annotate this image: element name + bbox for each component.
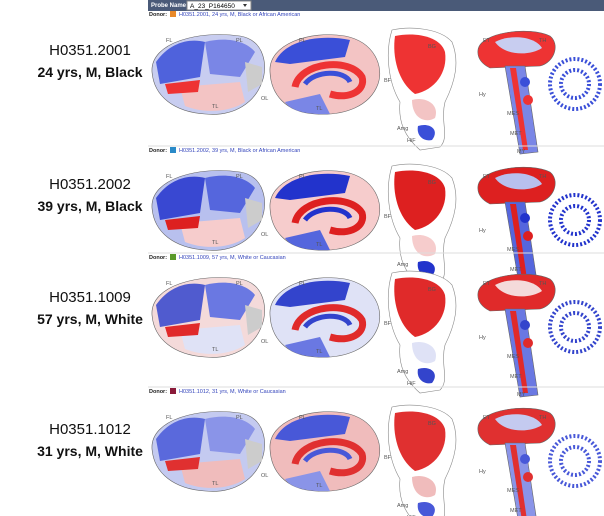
region-label: PL	[299, 38, 306, 44]
region-label: PL	[236, 281, 243, 287]
region-dot	[523, 231, 533, 241]
region-label: Hy	[479, 92, 486, 98]
donor-id: H0351.2002	[20, 176, 160, 193]
region-label: MET	[510, 374, 522, 380]
donor-header-label: Donor:	[149, 389, 167, 395]
region-label: MY	[517, 392, 526, 398]
donor-header-text: H0351.2001, 24 yrs, M, Black or African …	[179, 12, 300, 18]
region-label: Hy	[479, 228, 486, 234]
region-dot	[520, 213, 530, 223]
region-label: TL	[212, 347, 218, 353]
region-label: TL	[212, 240, 218, 246]
region-label: TH	[539, 281, 546, 287]
donor-swatch	[170, 388, 176, 394]
donor-id: H0351.1009	[20, 289, 160, 306]
region-label: ET	[483, 281, 491, 287]
region-label: TL	[316, 242, 322, 248]
donor-desc: 24 yrs, M, Black	[14, 64, 166, 80]
region-label: MES	[507, 111, 519, 117]
region-label: PL	[299, 281, 306, 287]
region-label: ET	[483, 38, 491, 44]
region-label: TL	[316, 106, 322, 112]
probe-value: A_23_P164650	[190, 3, 235, 10]
region-label: Amg	[397, 369, 408, 375]
region-label: OL	[261, 232, 268, 238]
donor-header-label: Donor:	[149, 12, 167, 18]
region-dot	[523, 338, 533, 348]
cerebellum	[550, 195, 600, 245]
region-label: MET	[510, 508, 522, 514]
region-label: BG	[428, 180, 436, 186]
region-label: FL	[166, 281, 172, 287]
cerebellum	[550, 302, 600, 352]
region-label: OL	[261, 339, 268, 345]
donor-swatch	[170, 11, 176, 17]
donor-desc: 31 yrs, M, White	[14, 443, 166, 459]
region-label: FL	[166, 38, 172, 44]
donor-header-label: Donor:	[149, 255, 167, 261]
region-dot	[523, 472, 533, 482]
region-label: BF	[384, 214, 392, 220]
region-label: HiF	[407, 138, 416, 144]
region-label: TL	[316, 483, 322, 489]
region-label: MET	[510, 267, 522, 273]
region-label: TH	[539, 174, 546, 180]
region-label: MY	[517, 149, 526, 155]
region-label: MET	[510, 131, 522, 137]
region-dot	[520, 454, 530, 464]
region-label: OL	[261, 473, 268, 479]
region-label: BF	[384, 455, 392, 461]
region-label: BF	[384, 321, 392, 327]
region-label: MES	[507, 354, 519, 360]
region-label: TH	[539, 38, 546, 44]
region-label: Hy	[479, 469, 486, 475]
donor-header-text: H0351.2002, 39 yrs, M, Black or African …	[179, 148, 300, 154]
region-label: FL	[166, 415, 172, 421]
cerebellum	[550, 436, 600, 486]
region-label: OL	[261, 96, 268, 102]
donor-id: H0351.1012	[20, 421, 160, 438]
region-label: PL	[236, 415, 243, 421]
region-label: TL	[212, 481, 218, 487]
region-label: PL	[299, 174, 306, 180]
donor-desc: 57 yrs, M, White	[14, 311, 166, 327]
donor-id: H0351.2001	[20, 42, 160, 59]
region-label: PL	[299, 415, 306, 421]
region-label: Hy	[479, 335, 486, 341]
region-label: BG	[428, 44, 436, 50]
region-label: ET	[483, 174, 491, 180]
region-label: PL	[236, 38, 243, 44]
region-label: TL	[316, 349, 322, 355]
region-label: TL	[212, 104, 218, 110]
region-label: BG	[428, 421, 436, 427]
probe-label: Probe Name:	[151, 3, 188, 9]
region-label: Amg	[397, 126, 408, 132]
region-dot	[523, 95, 533, 105]
region-label: ET	[483, 415, 491, 421]
cerebellum	[550, 59, 600, 109]
brain-panels: FL PL TL OL PL TL BG BF Amg HiF ET TH Hy MES MET MY	[152, 271, 600, 398]
donor-desc: 39 yrs, M, Black	[14, 198, 166, 214]
region-label: FL	[166, 174, 172, 180]
donor-header-label: Donor:	[149, 148, 167, 154]
region-label: MES	[507, 488, 519, 494]
region-label: BF	[384, 78, 392, 84]
region-label: PL	[236, 174, 243, 180]
region-label: BG	[428, 287, 436, 293]
donor-header-text: H0351.1012, 31 yrs, M, White or Caucasia…	[179, 389, 286, 395]
region-label: TH	[539, 415, 546, 421]
brain-panels: FL PL TL OL PL TL BG BF Amg HiF ET TH Hy MES MET MY	[152, 28, 600, 155]
region-label: Amg	[397, 262, 408, 268]
region-label: HiF	[407, 381, 416, 387]
region-label: Amg	[397, 503, 408, 509]
region-label: MES	[507, 247, 519, 253]
figure: Probe Name: A_23_P164650 Donor: H0351.200…	[0, 0, 604, 516]
region-dot	[520, 320, 530, 330]
donor-swatch	[170, 147, 176, 153]
region-dot	[520, 77, 530, 87]
donor-header-text: H0351.1009, 57 yrs, M, White or Caucasia…	[179, 255, 286, 261]
donor-swatch	[170, 254, 176, 260]
